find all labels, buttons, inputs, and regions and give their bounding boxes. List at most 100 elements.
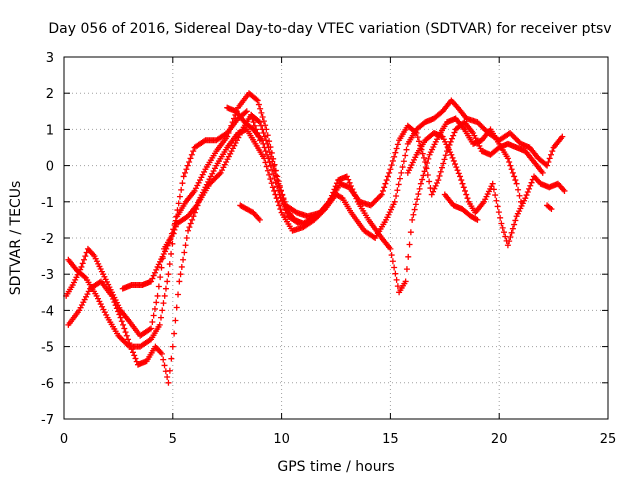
data-point-marker	[266, 158, 273, 165]
data-point-marker	[156, 321, 163, 328]
data-point-marker	[250, 119, 257, 126]
data-point-marker	[81, 256, 88, 263]
data-point-marker	[132, 355, 139, 362]
data-point-marker	[182, 242, 189, 249]
data-point-marker	[242, 109, 249, 116]
data-point-marker	[416, 185, 423, 192]
data-point-marker	[384, 173, 391, 180]
data-point-marker	[262, 148, 269, 155]
data-point-marker	[415, 138, 422, 145]
data-point-marker	[296, 220, 303, 227]
data-point-marker	[274, 198, 281, 205]
data-point-marker	[167, 236, 174, 243]
data-point-marker	[523, 192, 530, 199]
data-point-marker	[256, 216, 263, 223]
data-point-marker	[343, 173, 350, 180]
data-point-marker	[225, 130, 232, 137]
data-point-marker	[539, 169, 546, 176]
data-point-marker	[522, 195, 529, 202]
data-point-marker	[511, 173, 518, 180]
data-point-marker	[158, 350, 165, 357]
data-point-marker	[168, 355, 175, 362]
data-point-marker	[389, 157, 396, 164]
data-point-marker	[282, 207, 289, 214]
data-point-marker	[168, 233, 175, 240]
data-point-marker	[153, 299, 160, 306]
data-point-marker	[162, 285, 169, 292]
data-point-marker	[78, 263, 85, 270]
data-point-marker	[388, 162, 395, 169]
data-point-marker	[506, 238, 513, 245]
data-point-marker	[516, 192, 523, 199]
data-point-marker	[464, 195, 471, 202]
data-point-marker	[508, 166, 515, 173]
data-point-marker	[394, 187, 401, 194]
data-point-marker	[548, 206, 555, 213]
data-point-marker	[400, 158, 407, 165]
data-point-marker	[179, 180, 186, 187]
data-point-marker	[154, 292, 161, 299]
data-point-marker	[164, 242, 171, 249]
data-point-marker	[128, 346, 135, 353]
data-point-marker	[387, 245, 394, 252]
data-point-marker	[118, 318, 125, 325]
data-point-marker	[508, 229, 515, 236]
data-point-marker	[435, 177, 442, 184]
data-point-marker	[442, 152, 449, 159]
data-point-marker	[185, 227, 192, 234]
data-point-marker	[149, 318, 156, 325]
data-point-marker	[228, 122, 235, 129]
data-point-marker	[493, 197, 500, 204]
data-point-marker	[175, 200, 182, 207]
data-point-marker	[187, 155, 194, 162]
data-point-marker	[190, 213, 197, 220]
series-track-4	[119, 97, 566, 292]
data-point-marker	[441, 156, 448, 163]
data-point-marker	[258, 109, 265, 116]
data-point-marker	[395, 181, 402, 188]
series-track-8	[441, 191, 481, 223]
data-point-marker	[559, 133, 566, 140]
data-point-marker	[164, 374, 171, 381]
data-point-marker	[150, 312, 157, 319]
data-point-marker	[411, 206, 418, 213]
y-axis-ticks: -7 -6 -5 -4 -3 -2 -1 0 1 2 3	[41, 51, 608, 428]
series-track-9	[237, 202, 263, 223]
data-point-marker	[177, 271, 184, 278]
data-point-marker	[266, 171, 273, 178]
data-point-marker	[431, 185, 438, 192]
data-point-marker	[183, 235, 190, 241]
data-point-marker	[413, 130, 420, 137]
data-point-marker	[151, 269, 158, 276]
y-tick-label: 0	[46, 160, 54, 175]
data-point-marker	[260, 130, 267, 137]
data-point-marker	[265, 155, 272, 162]
data-point-marker	[268, 180, 275, 187]
data-point-marker	[163, 245, 170, 252]
data-point-marker	[226, 126, 233, 133]
data-point-marker	[474, 216, 481, 223]
data-point-marker	[166, 367, 173, 374]
data-point-marker	[420, 154, 427, 161]
y-tick-label: 3	[46, 51, 54, 66]
data-point-marker	[165, 379, 172, 386]
data-point-marker	[439, 164, 446, 171]
data-point-marker	[172, 317, 179, 324]
data-point-marker	[263, 151, 270, 158]
data-point-marker	[497, 214, 504, 221]
data-point-marker	[271, 167, 278, 174]
data-point-marker	[276, 202, 283, 209]
data-point-marker	[394, 141, 401, 148]
data-point-marker	[509, 169, 516, 176]
x-tick-label: 25	[600, 432, 617, 447]
data-point-marker	[460, 184, 467, 191]
data-point-marker	[422, 164, 429, 171]
data-point-marker	[561, 187, 568, 194]
data-point-marker	[186, 158, 193, 165]
data-point-marker	[391, 264, 398, 271]
data-point-marker	[450, 132, 457, 139]
y-tick-label: 2	[46, 87, 54, 102]
data-point-marker	[267, 176, 274, 183]
data-point-marker	[123, 332, 130, 339]
data-point-marker	[462, 187, 469, 194]
